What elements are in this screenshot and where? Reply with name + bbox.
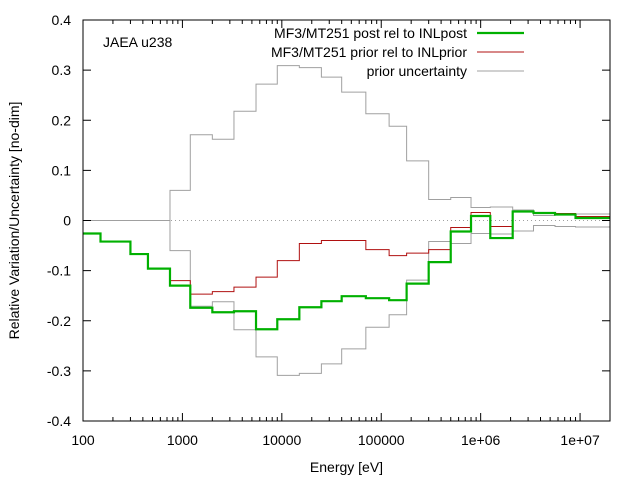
legend: MF3/MT251 post rel to INLpost MF3/MT251 p… — [271, 25, 524, 79]
x-tick-label: 1000 — [167, 432, 198, 448]
x-tick-label: 100000 — [358, 432, 405, 448]
x-tick-label: 1e+06 — [461, 432, 501, 448]
y-tick-label: -0.4 — [47, 413, 71, 429]
y-tick-label: 0.3 — [52, 62, 72, 78]
series-line-mf3-mt251-post-rel-to-inlpost — [83, 210, 610, 331]
legend-label: MF3/MT251 prior rel to INLprior — [271, 44, 467, 60]
y-tick-label: 0.2 — [52, 112, 72, 128]
y-tick-label: -0.3 — [47, 363, 71, 379]
x-tick-label: 10000 — [262, 432, 301, 448]
y-tick-label: -0.2 — [47, 313, 71, 329]
legend-label: MF3/MT251 post rel to INLpost — [274, 25, 467, 41]
y-axis-label: Relative Variation/Uncertainty [no-dim] — [6, 102, 22, 340]
series-line-prior-uncertainty-lower — [83, 220, 610, 376]
x-tick-label: 1e+07 — [560, 432, 600, 448]
series-line-mf3-mt251-prior-rel-to-inlprior — [83, 210, 610, 295]
x-tick-label: 100 — [71, 432, 95, 448]
chart-annotation: JAEA u238 — [103, 34, 172, 50]
x-axis-label: Energy [eV] — [310, 459, 383, 475]
y-tick-label: -0.1 — [47, 263, 71, 279]
legend-label: prior uncertainty — [367, 63, 467, 79]
y-tick-label: 0.1 — [52, 162, 72, 178]
series-line-prior-uncertainty — [83, 65, 610, 221]
y-tick-label: 0 — [63, 213, 71, 229]
y-tick-label: 0.4 — [52, 12, 72, 28]
